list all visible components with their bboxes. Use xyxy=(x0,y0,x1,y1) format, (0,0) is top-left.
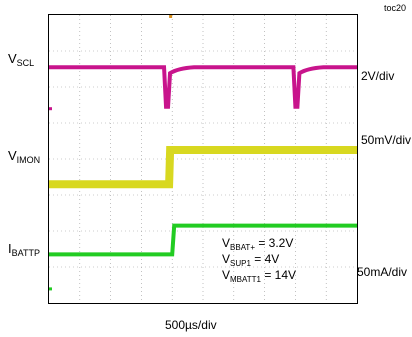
trigger-marker xyxy=(169,15,173,18)
annotation-vmbatt1: VMBATT1 = 14V xyxy=(222,268,297,284)
marker-vscl xyxy=(49,107,52,111)
trace-vimon xyxy=(49,146,357,189)
trace-ibattp xyxy=(49,223,357,257)
trace-vscl xyxy=(49,65,357,109)
channel-label-vimon: VIMON xyxy=(8,148,41,165)
annotation-vbbat: VBBAT+ = 3.2V xyxy=(222,236,294,252)
scale-ibattp: 50mA/div xyxy=(357,265,408,279)
oscilloscope-plot xyxy=(48,14,358,304)
annotation-vsup1: VSUP1 = 4V xyxy=(222,252,280,268)
scale-vimon: 50mV/div xyxy=(361,133,412,147)
plot-svg xyxy=(49,15,357,303)
x-axis-label: 500µs/div xyxy=(165,318,217,332)
channel-label-ibattp: IBATTP xyxy=(8,241,40,258)
marker-ibattp xyxy=(49,287,52,291)
figure-id: toc20 xyxy=(384,3,407,13)
channel-label-vscl: VSCL xyxy=(8,51,35,68)
scale-vscl: 2V/div xyxy=(361,69,395,83)
